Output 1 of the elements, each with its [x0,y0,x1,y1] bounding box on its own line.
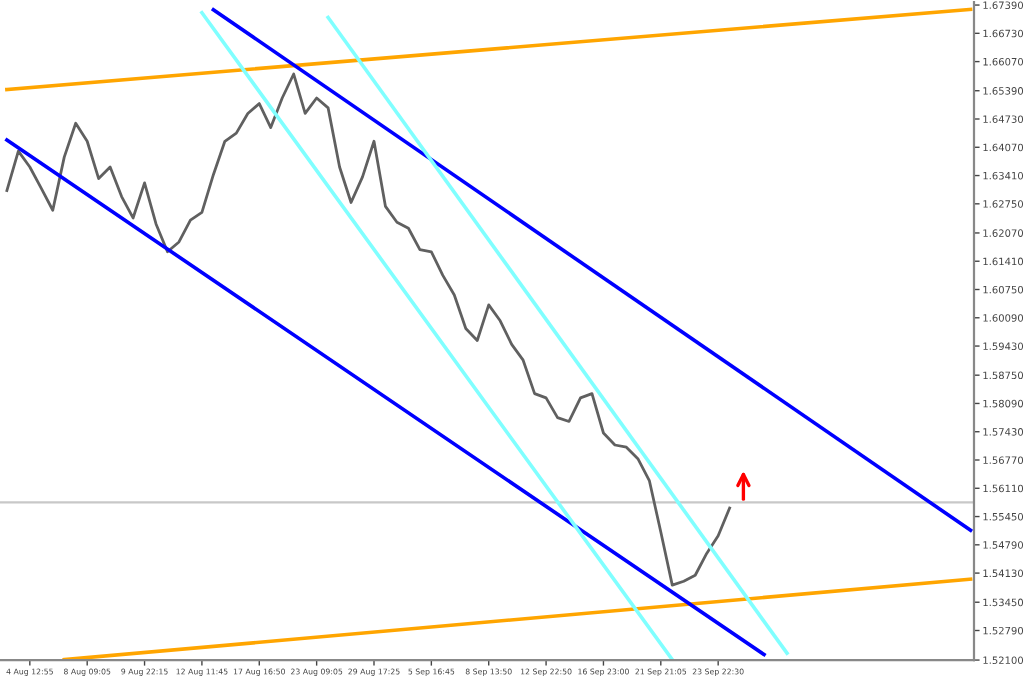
line-series [5,72,732,587]
